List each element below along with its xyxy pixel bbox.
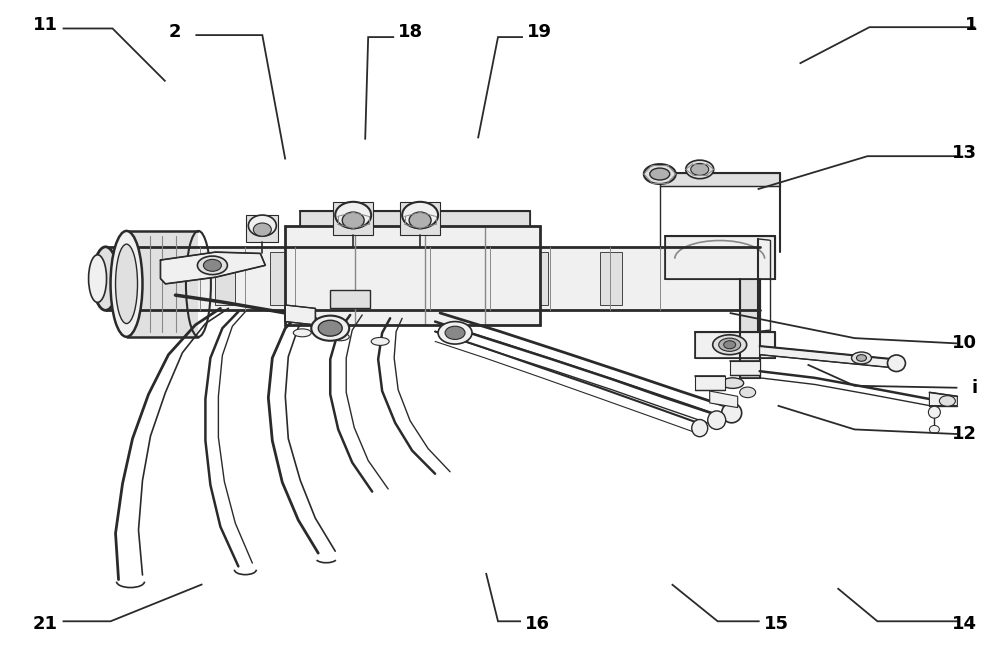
Text: 10: 10 <box>952 334 977 353</box>
Ellipse shape <box>116 244 138 324</box>
Polygon shape <box>660 173 780 186</box>
Polygon shape <box>127 231 198 337</box>
Ellipse shape <box>740 387 756 398</box>
Ellipse shape <box>89 255 107 302</box>
Ellipse shape <box>722 378 744 389</box>
Ellipse shape <box>708 411 726 430</box>
Ellipse shape <box>686 160 714 178</box>
Ellipse shape <box>409 212 431 229</box>
Ellipse shape <box>724 341 736 349</box>
Ellipse shape <box>371 337 389 345</box>
Ellipse shape <box>692 420 708 437</box>
Ellipse shape <box>197 256 227 274</box>
Polygon shape <box>600 252 622 305</box>
Polygon shape <box>740 278 760 378</box>
Ellipse shape <box>342 212 364 229</box>
Ellipse shape <box>335 202 371 228</box>
Ellipse shape <box>445 326 465 339</box>
Ellipse shape <box>691 164 709 175</box>
Ellipse shape <box>293 329 311 337</box>
Text: 19: 19 <box>527 23 552 42</box>
Ellipse shape <box>438 322 472 344</box>
Ellipse shape <box>928 406 940 418</box>
Ellipse shape <box>929 426 939 434</box>
Text: 11: 11 <box>33 16 58 34</box>
Polygon shape <box>106 247 760 310</box>
Polygon shape <box>285 305 315 325</box>
Ellipse shape <box>402 202 438 228</box>
Text: 16: 16 <box>525 615 550 633</box>
Ellipse shape <box>857 355 866 361</box>
Polygon shape <box>160 252 265 284</box>
Ellipse shape <box>93 247 118 310</box>
Polygon shape <box>285 225 540 325</box>
Polygon shape <box>695 332 775 358</box>
Polygon shape <box>215 252 235 305</box>
Bar <box>285 225 540 325</box>
Polygon shape <box>270 252 288 305</box>
Ellipse shape <box>253 223 271 236</box>
Ellipse shape <box>722 403 742 423</box>
Text: 15: 15 <box>764 615 789 633</box>
Polygon shape <box>665 235 775 278</box>
Text: 12: 12 <box>952 425 977 443</box>
Text: 14: 14 <box>952 615 977 633</box>
Ellipse shape <box>852 352 871 364</box>
Polygon shape <box>400 202 440 235</box>
Polygon shape <box>695 377 725 390</box>
Text: 18: 18 <box>398 23 423 42</box>
Ellipse shape <box>939 396 955 406</box>
Text: i: i <box>971 379 977 396</box>
Text: 21: 21 <box>33 615 58 633</box>
Ellipse shape <box>331 333 349 341</box>
Ellipse shape <box>644 164 676 184</box>
Text: 2: 2 <box>168 23 181 42</box>
Ellipse shape <box>311 316 349 341</box>
Ellipse shape <box>719 338 741 351</box>
Polygon shape <box>730 361 760 375</box>
Ellipse shape <box>318 320 342 336</box>
Text: 13: 13 <box>952 144 977 162</box>
Bar <box>330 290 370 308</box>
Ellipse shape <box>650 168 670 180</box>
Polygon shape <box>246 215 278 241</box>
Polygon shape <box>300 211 530 225</box>
Polygon shape <box>929 392 957 406</box>
Ellipse shape <box>203 259 221 271</box>
Text: 1: 1 <box>965 16 977 34</box>
Polygon shape <box>450 252 478 305</box>
Ellipse shape <box>111 231 142 337</box>
Polygon shape <box>760 346 894 368</box>
Ellipse shape <box>887 355 905 371</box>
Polygon shape <box>333 202 373 235</box>
Ellipse shape <box>713 335 747 355</box>
Ellipse shape <box>248 215 276 236</box>
Polygon shape <box>710 391 738 408</box>
Polygon shape <box>520 252 548 305</box>
